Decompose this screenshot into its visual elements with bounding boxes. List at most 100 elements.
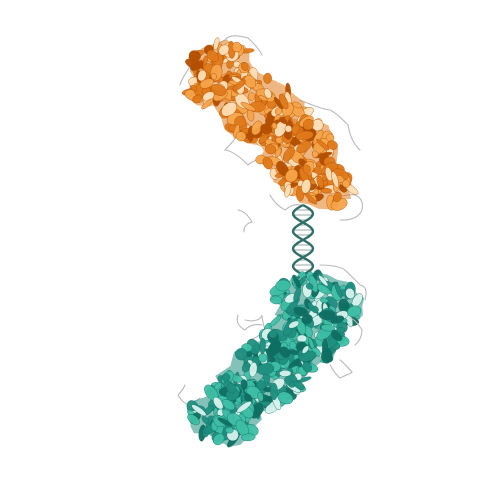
chain-orange-helix-turn (279, 117, 288, 124)
chain-orange-helix-turn (260, 123, 273, 135)
chain-teal-helix-turn (330, 315, 345, 324)
chain-teal-helix-turn (321, 338, 329, 356)
chain-orange-helix-turn (316, 138, 330, 151)
chain-orange-helix-turn (263, 72, 272, 84)
chain-teal-helix-turn (318, 310, 336, 321)
chain-teal-helix-turn (191, 404, 207, 417)
chain-orange-helix-turn (218, 44, 230, 56)
teal-loop-right (319, 264, 367, 301)
chain-orange-helix-turn (231, 41, 242, 53)
chain-teal-helix-turn (235, 348, 248, 361)
chain-orange-helix-turn (197, 69, 207, 82)
chain-orange-helix-turn (271, 122, 278, 130)
chain-teal-helix-turn (221, 373, 231, 382)
chain-orange-helix-turn (320, 187, 333, 194)
orange-domain (181, 37, 359, 211)
chain-orange-helix-turn (244, 75, 257, 89)
chain-orange-helix-turn (295, 130, 314, 141)
chain-teal-helix-turn (201, 415, 210, 425)
chain-teal-helix-turn (257, 392, 264, 402)
chain-teal-helix-turn (293, 306, 309, 317)
chain-orange-helix-turn (284, 183, 292, 198)
chain-teal-helix-turn (334, 281, 343, 299)
chain-teal-helix-turn (305, 283, 314, 290)
teal-loop-small (236, 314, 263, 331)
chain-orange-helix-turn (327, 140, 338, 150)
chain-orange-helix-turn (199, 78, 214, 89)
chain-teal-helix-turn (269, 315, 282, 327)
chain-orange-helix-turn (285, 168, 299, 183)
chain-teal-helix-turn (241, 433, 256, 442)
chain-teal-helix-turn (213, 396, 224, 410)
chain-teal-helix-turn (337, 326, 345, 334)
chain-teal-helix-turn (269, 295, 283, 305)
chain-teal-helix-turn (240, 379, 248, 390)
chain-orange-helix-turn (302, 118, 314, 131)
chain-teal-helix-turn (277, 391, 294, 405)
chain-teal-helix-turn (212, 433, 225, 446)
chain-teal-helix-turn (288, 341, 297, 350)
chain-orange-helix-turn (240, 62, 249, 72)
chain-teal-helix-turn (225, 427, 234, 434)
chain-orange-helix-turn (275, 136, 283, 144)
chain-teal-helix-turn (345, 287, 355, 300)
chain-orange-helix-turn (210, 73, 217, 80)
chain-orange-helix-turn (221, 102, 237, 117)
chain-teal-helix-turn (311, 305, 319, 314)
chain-orange-helix-turn (333, 191, 342, 203)
chain-teal-helix-turn (318, 275, 329, 287)
chain-orange-helix-turn (210, 83, 227, 96)
chain-orange-helix-turn (201, 98, 214, 110)
chain-teal-helix-turn (279, 369, 292, 377)
chain-orange-helix-turn (292, 101, 302, 109)
chain-teal-helix-turn (293, 380, 305, 390)
coil-strands-front (236, 209, 363, 346)
chain-orange-helix-turn (312, 129, 324, 145)
chain-orange-helix-turn (262, 156, 273, 170)
chain-orange-helix-turn (240, 102, 256, 112)
chain-orange-helix-turn (284, 125, 293, 133)
orange-loop-right (299, 99, 361, 151)
chain-orange-helix-turn (301, 178, 311, 194)
chain-orange-helix-turn (263, 88, 272, 99)
chain-orange-helix-turn (303, 164, 311, 175)
chain-teal-helix-turn (259, 338, 266, 355)
chain-teal-helix-turn (293, 286, 302, 303)
chain-orange-helix-turn (316, 175, 325, 189)
chain-teal-helix-turn (217, 417, 233, 427)
chain-orange-helix-turn (258, 134, 269, 144)
chain-orange-helix-turn (185, 58, 202, 70)
chain-teal-helix-turn (331, 331, 343, 342)
chain-teal-helix-turn (248, 362, 258, 378)
orange-loop-small (237, 209, 253, 233)
chain-orange-helix-turn (265, 144, 276, 155)
chain-orange-helix-turn (296, 140, 312, 153)
chain-teal-helix-turn (320, 323, 335, 332)
teal-loop-left (244, 314, 266, 341)
chain-teal-helix-turn (236, 401, 252, 413)
chain-orange-helix-turn (190, 85, 198, 92)
chain-teal-helix-turn (221, 399, 236, 411)
chain-orange-helix-turn (235, 131, 247, 142)
teal-domain (186, 269, 365, 448)
chain-orange-helix-turn (192, 94, 203, 104)
helix-strand-a (291, 203, 315, 286)
chain-teal-helix-turn (187, 414, 200, 426)
chain-orange-helix-turn (311, 150, 319, 158)
chain-teal-helix-turn (226, 383, 237, 394)
chain-orange-helix-turn (309, 178, 316, 185)
chain-teal-helix-turn (279, 346, 291, 358)
teal-loop-edge (349, 317, 363, 346)
chain-teal-helix-turn (319, 297, 329, 304)
chain-orange-helix-turn (278, 93, 289, 110)
chain-orange-helix-turn (206, 49, 219, 62)
chain-orange-helix-turn (282, 146, 295, 162)
chain-teal-helix-turn (214, 382, 222, 390)
chain-teal-helix-turn (275, 279, 291, 292)
teal-loop-inner (329, 359, 353, 379)
chain-teal-helix-turn (270, 382, 278, 401)
chain-teal-helix-turn (301, 345, 310, 354)
orange-loop-link (269, 194, 301, 211)
chain-teal-helix-turn (288, 320, 300, 329)
